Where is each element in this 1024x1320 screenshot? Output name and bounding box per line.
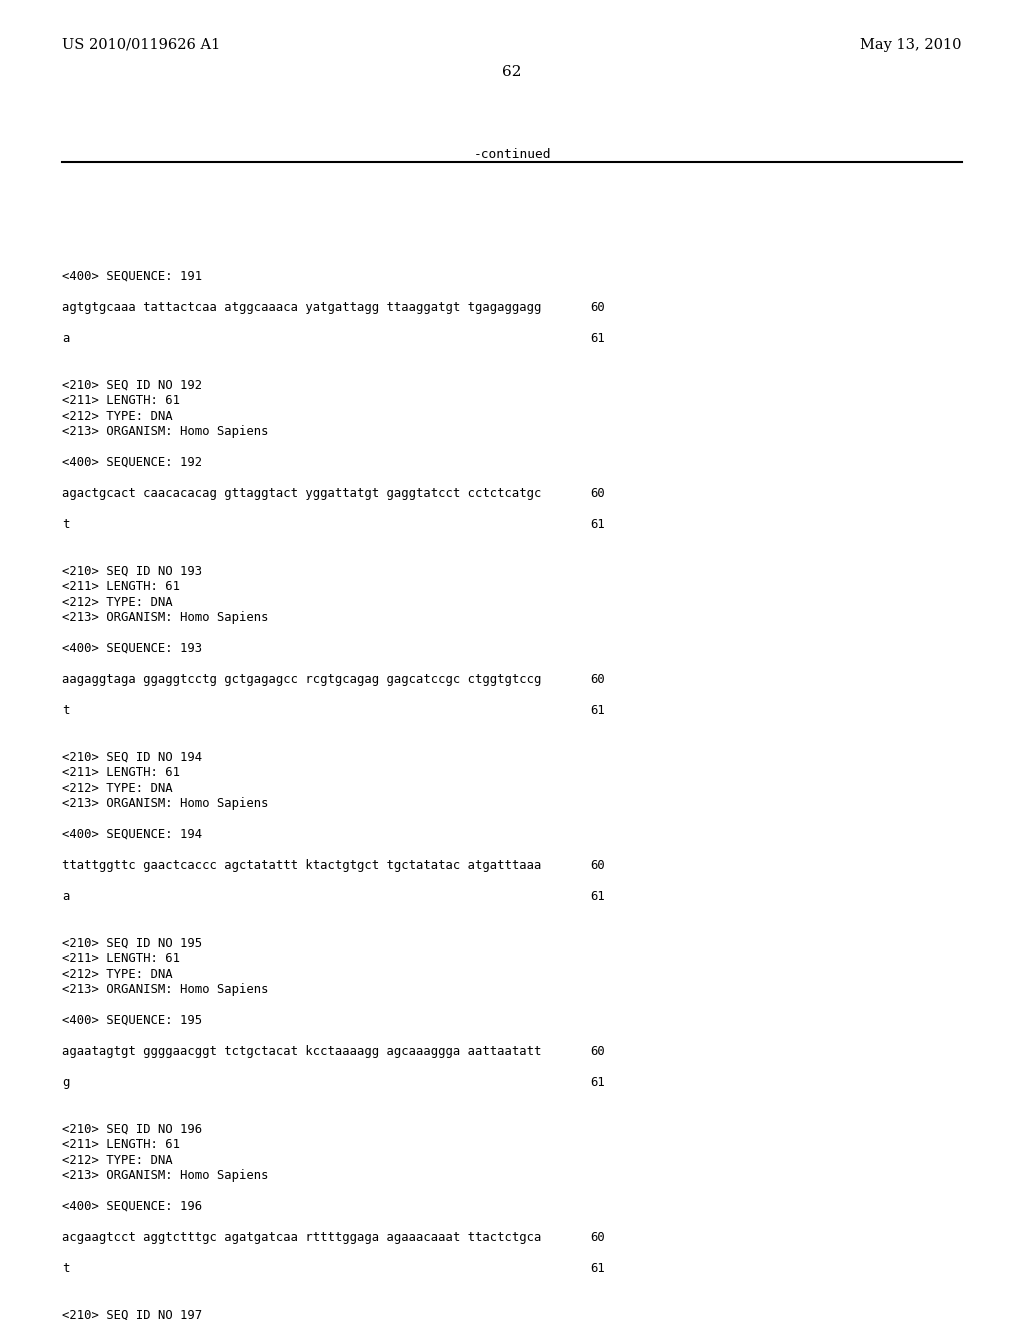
Text: 61: 61 bbox=[590, 1076, 605, 1089]
Text: <400> SEQUENCE: 194: <400> SEQUENCE: 194 bbox=[62, 828, 202, 841]
Text: <212> TYPE: DNA: <212> TYPE: DNA bbox=[62, 968, 173, 981]
Text: 60: 60 bbox=[590, 487, 605, 500]
Text: 61: 61 bbox=[590, 890, 605, 903]
Text: <212> TYPE: DNA: <212> TYPE: DNA bbox=[62, 409, 173, 422]
Text: <213> ORGANISM: Homo Sapiens: <213> ORGANISM: Homo Sapiens bbox=[62, 611, 268, 624]
Text: 61: 61 bbox=[590, 1262, 605, 1275]
Text: <211> LENGTH: 61: <211> LENGTH: 61 bbox=[62, 1138, 180, 1151]
Text: <212> TYPE: DNA: <212> TYPE: DNA bbox=[62, 781, 173, 795]
Text: agactgcact caacacacag gttaggtact yggattatgt gaggtatcct cctctcatgc: agactgcact caacacacag gttaggtact yggatta… bbox=[62, 487, 542, 500]
Text: <400> SEQUENCE: 195: <400> SEQUENCE: 195 bbox=[62, 1014, 202, 1027]
Text: t: t bbox=[62, 1262, 70, 1275]
Text: 60: 60 bbox=[590, 301, 605, 314]
Text: agaatagtgt ggggaacggt tctgctacat kcctaaaagg agcaaaggga aattaatatt: agaatagtgt ggggaacggt tctgctacat kcctaaa… bbox=[62, 1045, 542, 1059]
Text: <211> LENGTH: 61: <211> LENGTH: 61 bbox=[62, 766, 180, 779]
Text: <213> ORGANISM: Homo Sapiens: <213> ORGANISM: Homo Sapiens bbox=[62, 1170, 268, 1181]
Text: May 13, 2010: May 13, 2010 bbox=[860, 38, 962, 51]
Text: g: g bbox=[62, 1076, 70, 1089]
Text: <211> LENGTH: 61: <211> LENGTH: 61 bbox=[62, 579, 180, 593]
Text: 60: 60 bbox=[590, 859, 605, 873]
Text: <210> SEQ ID NO 192: <210> SEQ ID NO 192 bbox=[62, 379, 202, 392]
Text: acgaagtcct aggtctttgc agatgatcaa rttttggaga agaaacaaat ttactctgca: acgaagtcct aggtctttgc agatgatcaa rttttgg… bbox=[62, 1232, 542, 1243]
Text: -continued: -continued bbox=[473, 148, 551, 161]
Text: <400> SEQUENCE: 192: <400> SEQUENCE: 192 bbox=[62, 455, 202, 469]
Text: t: t bbox=[62, 704, 70, 717]
Text: <212> TYPE: DNA: <212> TYPE: DNA bbox=[62, 595, 173, 609]
Text: 61: 61 bbox=[590, 704, 605, 717]
Text: <213> ORGANISM: Homo Sapiens: <213> ORGANISM: Homo Sapiens bbox=[62, 983, 268, 997]
Text: <211> LENGTH: 61: <211> LENGTH: 61 bbox=[62, 952, 180, 965]
Text: 62: 62 bbox=[502, 65, 522, 79]
Text: 61: 61 bbox=[590, 517, 605, 531]
Text: a: a bbox=[62, 333, 70, 345]
Text: <213> ORGANISM: Homo Sapiens: <213> ORGANISM: Homo Sapiens bbox=[62, 797, 268, 810]
Text: <211> LENGTH: 61: <211> LENGTH: 61 bbox=[62, 393, 180, 407]
Text: <210> SEQ ID NO 195: <210> SEQ ID NO 195 bbox=[62, 936, 202, 949]
Text: 60: 60 bbox=[590, 673, 605, 686]
Text: 60: 60 bbox=[590, 1045, 605, 1059]
Text: <210> SEQ ID NO 197: <210> SEQ ID NO 197 bbox=[62, 1308, 202, 1320]
Text: 60: 60 bbox=[590, 1232, 605, 1243]
Text: <210> SEQ ID NO 193: <210> SEQ ID NO 193 bbox=[62, 565, 202, 578]
Text: a: a bbox=[62, 890, 70, 903]
Text: <213> ORGANISM: Homo Sapiens: <213> ORGANISM: Homo Sapiens bbox=[62, 425, 268, 438]
Text: aagaggtaga ggaggtcctg gctgagagcc rcgtgcagag gagcatccgc ctggtgtccg: aagaggtaga ggaggtcctg gctgagagcc rcgtgca… bbox=[62, 673, 542, 686]
Text: <212> TYPE: DNA: <212> TYPE: DNA bbox=[62, 1154, 173, 1167]
Text: <400> SEQUENCE: 193: <400> SEQUENCE: 193 bbox=[62, 642, 202, 655]
Text: agtgtgcaaa tattactcaa atggcaaaca yatgattagg ttaaggatgt tgagaggagg: agtgtgcaaa tattactcaa atggcaaaca yatgatt… bbox=[62, 301, 542, 314]
Text: <400> SEQUENCE: 196: <400> SEQUENCE: 196 bbox=[62, 1200, 202, 1213]
Text: ttattggttc gaactcaccc agctatattt ktactgtgct tgctatatac atgatttaaa: ttattggttc gaactcaccc agctatattt ktactgt… bbox=[62, 859, 542, 873]
Text: <210> SEQ ID NO 196: <210> SEQ ID NO 196 bbox=[62, 1122, 202, 1135]
Text: 61: 61 bbox=[590, 333, 605, 345]
Text: t: t bbox=[62, 517, 70, 531]
Text: <210> SEQ ID NO 194: <210> SEQ ID NO 194 bbox=[62, 751, 202, 763]
Text: <400> SEQUENCE: 191: <400> SEQUENCE: 191 bbox=[62, 271, 202, 282]
Text: US 2010/0119626 A1: US 2010/0119626 A1 bbox=[62, 38, 220, 51]
